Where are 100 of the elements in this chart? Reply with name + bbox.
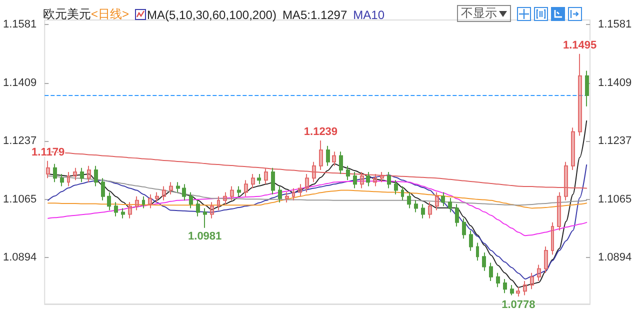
candlestick [169, 182, 173, 195]
candlestick [210, 202, 214, 219]
annotation: 1.0778 [502, 299, 536, 312]
candlestick [394, 180, 398, 195]
candlestick [353, 171, 357, 189]
candlestick [407, 192, 411, 209]
candlestick [441, 192, 445, 207]
candlestick [264, 167, 268, 185]
candlestick [278, 186, 282, 203]
candlestick [114, 202, 118, 217]
candlestick [537, 264, 541, 282]
candlestick [237, 186, 241, 197]
candlestick [421, 204, 425, 219]
candlestick [121, 208, 125, 219]
candlestick [271, 167, 275, 195]
candlestick [332, 151, 336, 166]
candlestick [251, 174, 255, 189]
candlestick [339, 151, 343, 175]
candlestick [101, 178, 105, 201]
y-tick-label: 1.1237 [2, 135, 37, 148]
candlestick [564, 161, 568, 201]
candlestick [155, 192, 159, 203]
y-tick-label: 1.1065 [2, 193, 37, 206]
candlestick [578, 53, 582, 136]
candlestick [346, 165, 350, 181]
text: MA10 [353, 8, 385, 22]
candlestick [107, 192, 111, 211]
candlestick [319, 140, 323, 170]
chart-subtitle: <日线> [91, 7, 130, 21]
candlestick [80, 167, 84, 183]
candlestick [503, 278, 507, 294]
candlestick [73, 167, 77, 181]
candlestick [217, 196, 220, 211]
candlestick [285, 192, 289, 203]
candlestick [476, 242, 479, 262]
candlestick [428, 202, 432, 219]
candlestick [298, 184, 302, 197]
y2-tick-label: 1.1581 [598, 18, 632, 31]
candlestick [257, 174, 261, 185]
annotation: 1.1179 [32, 146, 65, 158]
candlestick [544, 246, 548, 274]
y-tick-label: 1.0894 [2, 251, 37, 264]
candlestick [162, 186, 166, 201]
candlestick [523, 280, 527, 296]
candlestick [585, 70, 589, 107]
candlestick [435, 192, 439, 211]
candlestick [176, 182, 180, 193]
candlestick [401, 186, 404, 201]
candlestick [469, 230, 473, 252]
candlestick [387, 171, 391, 189]
candlestick [46, 160, 50, 179]
annotation: MA(5,10,30,60,100,200) [147, 8, 276, 22]
candlestick [530, 272, 534, 290]
y2-tick-label: 1.1237 [598, 135, 632, 148]
y-tick-label: 1.1409 [2, 76, 37, 89]
candlestick [135, 196, 139, 211]
line-series [48, 164, 588, 280]
candlestick [551, 222, 554, 256]
candlestick [94, 165, 98, 187]
candlestick [53, 163, 57, 183]
candlestick [496, 272, 500, 288]
candlestick [489, 262, 493, 282]
candlestick [380, 171, 384, 183]
y2-tick-label: 1.0894 [598, 251, 632, 264]
line-series [48, 176, 588, 206]
candlestick [326, 145, 330, 166]
candlestick [462, 218, 466, 240]
candlestick [448, 198, 452, 213]
y2-tick-label: 1.1409 [598, 76, 632, 89]
candlestick [305, 174, 309, 193]
candlestick [67, 171, 70, 187]
candlestick [482, 252, 486, 272]
candlestick [366, 171, 370, 187]
candlestick [557, 192, 561, 232]
text: 不显示 [461, 6, 497, 21]
candlestick [128, 202, 132, 219]
candlestick [182, 184, 186, 201]
candlestick [230, 186, 234, 201]
candlestick [312, 161, 316, 183]
candlestick [223, 192, 227, 205]
candlestick [87, 165, 91, 183]
candlestick [244, 180, 248, 197]
candlestick [373, 174, 377, 187]
annotation: 1.1495 [562, 39, 597, 52]
candlestick [516, 286, 520, 298]
candlestick [510, 284, 514, 296]
candlestick [571, 127, 575, 170]
candlestick [292, 188, 295, 201]
candlestick [142, 196, 145, 209]
y-tick-label: 1.1581 [2, 18, 37, 31]
text: MA5:1.1297 [282, 8, 348, 22]
candlestick [148, 194, 152, 209]
candlestick [360, 171, 364, 189]
candlestick [60, 174, 64, 187]
candlestick [203, 208, 207, 228]
annotation: 1.0981 [188, 230, 222, 242]
candlestick [455, 204, 459, 227]
candlestick [414, 200, 418, 213]
line-series [48, 190, 588, 209]
candlestick [196, 200, 200, 217]
